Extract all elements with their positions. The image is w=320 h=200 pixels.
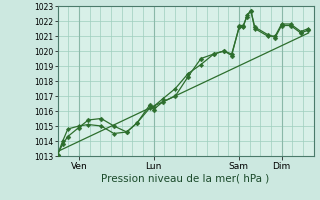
X-axis label: Pression niveau de la mer( hPa ): Pression niveau de la mer( hPa ) bbox=[101, 173, 270, 183]
